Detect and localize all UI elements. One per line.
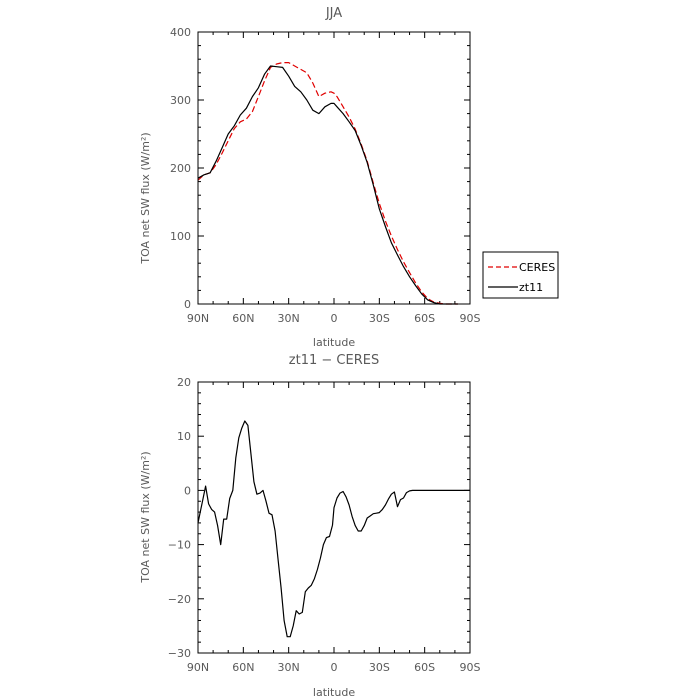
bottom-xtick-label: 0: [331, 661, 338, 674]
top-chart-title: JJA: [325, 6, 342, 21]
top-xtick-label: 30N: [278, 312, 300, 325]
bottom-ytick-label: 10: [177, 430, 191, 443]
top-xtick-label: 60N: [232, 312, 254, 325]
bottom-xtick-label: 60S: [414, 661, 435, 674]
top-chart-xlabel: latitude: [313, 336, 355, 349]
bottom-panel: zt11 − CERES latitude TOA net SW flux (W…: [139, 353, 481, 699]
top-chart-series: [197, 61, 458, 305]
bottom-chart-frame: [197, 381, 471, 654]
top-chart-ticks: 90N 60N 30N 0 30S 60S 90S 0 100 200 300 400: [170, 26, 481, 325]
bottom-ytick-label: 20: [177, 376, 191, 389]
top-ytick-label: 300: [170, 94, 191, 107]
bottom-series-zt11-ceres: [197, 420, 470, 638]
top-series-zt11: [197, 65, 458, 305]
bottom-ytick-label: −10: [168, 539, 191, 552]
top-xtick-label: 60S: [414, 312, 435, 325]
bottom-xtick-label: 60N: [232, 661, 254, 674]
bottom-chart-ticks: 90N 60N 30N 0 30S 60S 90S −30 −20 −10 0 10 20: [168, 376, 481, 674]
top-chart-frame: [197, 31, 471, 305]
top-ytick-label: 0: [184, 298, 191, 311]
top-chart-ylabel: TOA net SW flux (W/m²): [139, 132, 152, 264]
legend-box: [482, 251, 559, 299]
top-panel: JJA latitude TOA net SW flux (W/m²) 90N 6…: [139, 6, 559, 349]
bottom-xtick-label: 90S: [460, 661, 481, 674]
bottom-chart-xlabel: latitude: [313, 686, 355, 699]
top-xtick-label: 90S: [460, 312, 481, 325]
bottom-chart-title: zt11 − CERES: [289, 353, 379, 368]
top-ytick-label: 100: [170, 230, 191, 243]
legend-zt11-label: zt11: [519, 281, 543, 294]
bottom-xtick-label: 90N: [187, 661, 209, 674]
bottom-chart-ylabel: TOA net SW flux (W/m²): [139, 451, 152, 583]
top-xtick-label: 0: [331, 312, 338, 325]
bottom-xtick-label: 30N: [278, 661, 300, 674]
top-ytick-label: 200: [170, 162, 191, 175]
top-xtick-label: 30S: [369, 312, 390, 325]
top-xtick-label: 90N: [187, 312, 209, 325]
legend: CERES zt11: [482, 251, 559, 299]
top-ytick-label: 400: [170, 26, 191, 39]
bottom-ytick-label: −30: [168, 647, 191, 660]
bottom-ytick-label: 0: [184, 484, 191, 497]
bottom-chart-series: [197, 420, 470, 638]
legend-ceres-label: CERES: [519, 261, 555, 274]
top-series-ceres: [197, 61, 458, 305]
bottom-xtick-label: 30S: [369, 661, 390, 674]
bottom-ytick-label: −20: [168, 593, 191, 606]
